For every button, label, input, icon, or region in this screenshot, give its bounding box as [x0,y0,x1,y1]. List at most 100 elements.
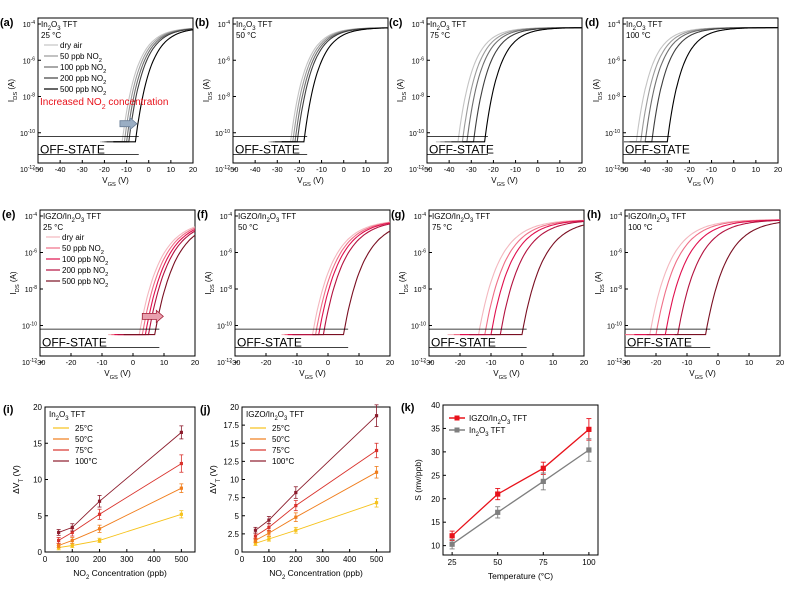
data-point [449,533,455,539]
series-line [255,450,377,537]
x-tick-label: 500 [175,555,189,564]
y-tick-label: 10-10 [605,129,620,138]
data-point [253,541,258,545]
plot-frame [426,17,583,164]
y-tick-label: 10-6 [414,249,426,258]
y-tick-label: 20 [33,403,42,412]
text-subscript: DS [210,284,216,292]
text-main: 10 [22,324,30,331]
legend-label: 25°C [75,424,93,433]
legend-marker [454,415,460,421]
x-tick-label: 10 [167,165,175,174]
text-main: concentration [106,97,169,108]
text-main: O [636,20,642,29]
data-point [374,448,379,453]
plot-frame [442,404,599,556]
y-tick-label: 10-12 [22,358,37,367]
text-subscript: 2 [48,26,52,32]
panel-temperature: 25 °C [43,223,63,232]
x-tick-label: -20 [684,165,695,174]
x-tick-label: -20 [488,165,499,174]
text-superscript: -6 [226,56,231,62]
y-tick-label: 10-10 [409,129,424,138]
text-subscript: GS [693,182,701,188]
panel-device: In2O3 TFT [430,20,466,32]
plot-frame [234,209,391,357]
x-tick-label: -10 [292,358,303,367]
data-point [294,504,298,508]
text-main: In [430,20,437,29]
text-main: Concentration (ppb) [285,568,363,578]
text-main: TFT [287,410,304,419]
legend-label: 75°C [272,446,290,455]
panel-device: IGZO/In2O3 TFT [628,212,686,224]
text-superscript: -4 [228,212,233,218]
text-main: O [270,212,276,221]
text-subscript: GS [695,375,703,381]
text-main: O [479,426,485,435]
text-main: 10 [411,324,419,331]
text-superscript: -10 [223,129,230,135]
x-tick-label: -10 [316,165,327,174]
text-main: TFT [646,20,663,29]
text-main: TFT [279,212,296,221]
legend-label: IGZO/In2O3 TFT [469,414,527,426]
text-main: 10 [220,214,228,221]
x-tick-label: 0 [732,165,736,174]
y-tick-label: 10-6 [23,56,35,65]
text-main: O [246,20,252,29]
text-main: V [491,176,497,185]
y-tick-label: 10-4 [610,212,622,221]
text-subscript: 2 [103,91,106,97]
text-superscript: -4 [616,20,621,26]
text-subscript: GS [110,375,118,381]
text-main: 500 ppb NO [62,277,105,286]
x-tick-label: 400 [147,555,161,564]
y-tick-label: 10-10 [217,322,232,331]
y-tick-label: 0 [38,548,43,557]
text-superscript: -12 [613,165,620,171]
text-subscript: 2 [86,575,90,581]
transfer-curve-5 [113,29,194,143]
x-tick-label: 0 [716,358,720,367]
text-main: IGZO/In [43,212,71,221]
text-superscript: -10 [417,129,424,135]
text-main: 10 [20,131,28,138]
text-superscript: -4 [226,20,231,26]
text-suffix: (A) [204,271,213,284]
text-subscript: T [215,479,222,483]
text-suffix: (V) [208,465,218,479]
text-main: IGZO/In [246,410,274,419]
text-suffix: (A) [594,271,603,284]
text-main: TFT [256,20,273,29]
off-state-label: OFF-STATE [40,143,105,157]
plot-frame [39,209,196,357]
text-suffix: (V) [116,176,129,185]
text-main: TFT [510,414,527,423]
y-tick-label: 10-8 [220,285,232,294]
text-main: O [501,414,507,423]
text-main: I [9,292,18,294]
text-main: 10 [605,131,613,138]
shift-arrow [119,116,138,131]
y-tick-label: 15 [431,518,440,527]
text-subscript: 2 [656,218,660,224]
panel-device: In2O3 TFT [236,20,272,32]
y-tick-label: 10-10 [215,129,230,138]
text-main: 10 [608,95,616,102]
x-tick-label: -30 [620,358,631,367]
x-axis-title: VGS (V) [689,369,716,381]
text-superscript: -8 [31,93,36,99]
y-tick-label: 40 [431,401,440,410]
data-point [540,478,546,485]
text-main: IGZO/In [469,414,497,423]
text-suffix: (V) [701,176,714,185]
text-main: 10 [412,22,420,29]
text-main: 10 [610,287,618,294]
series-line [255,502,377,544]
